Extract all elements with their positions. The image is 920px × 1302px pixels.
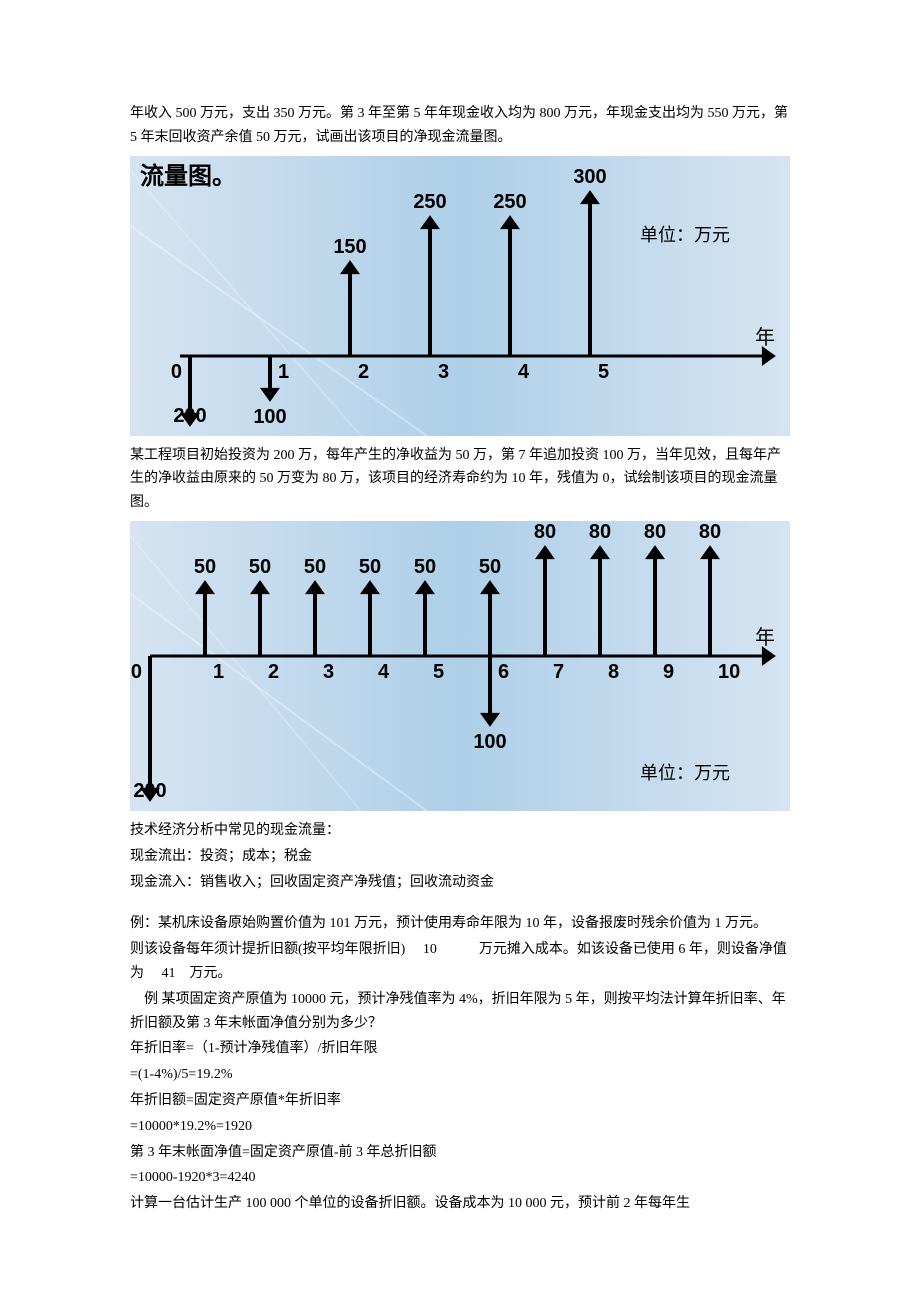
svg-text:8: 8: [608, 661, 619, 683]
svg-text:150: 150: [333, 236, 366, 258]
svg-text:5: 5: [433, 661, 444, 683]
svg-text:1: 1: [278, 361, 289, 383]
calc-line-2: =(1-4%)/5=19.2%: [130, 1063, 790, 1087]
calc-line-4: =10000*19.2%=1920: [130, 1115, 790, 1139]
svg-text:0: 0: [131, 661, 142, 683]
trailing-line: 计算一台估计生产 100 000 个单位的设备折旧额。设备成本为 10 000 …: [130, 1192, 790, 1216]
svg-text:6: 6: [498, 661, 509, 683]
example2-p1: 例 某项固定资产原值为 10000 元，预计净残值率为 4%，折旧年限为 5 年…: [130, 988, 790, 1036]
svg-text:80: 80: [699, 521, 721, 543]
svg-text:单位：万元: 单位：万元: [640, 763, 730, 783]
calc-line-3: 年折旧额=固定资产原值*年折旧率: [130, 1089, 790, 1113]
svg-text:100: 100: [253, 406, 286, 428]
svg-text:2: 2: [358, 361, 369, 383]
svg-text:50: 50: [249, 556, 271, 578]
svg-text:80: 80: [644, 521, 666, 543]
cashflow-out: 现金流出：投资；成本；税金: [130, 845, 790, 869]
chart1-svg: 流量图。单位：万元年 0 1 2 3 4 5 200 100 150 250 250 300: [130, 156, 790, 436]
svg-text:3: 3: [438, 361, 449, 383]
svg-text:2: 2: [268, 661, 279, 683]
svg-text:10: 10: [718, 661, 740, 683]
svg-text:9: 9: [663, 661, 674, 683]
cashflow-header: 技术经济分析中常见的现金流量：: [130, 819, 790, 843]
svg-text:0: 0: [171, 361, 182, 383]
svg-text:200: 200: [133, 780, 166, 802]
example1-p2: 则该设备每年须计提折旧额(按平均年限折旧) 10 万元摊入成本。如该设备已使用 …: [130, 938, 790, 986]
svg-text:50: 50: [194, 556, 216, 578]
svg-text:300: 300: [573, 166, 606, 188]
calc-line-1: 年折旧率=（1-预计净残值率）/折旧年限: [130, 1037, 790, 1061]
intro-paragraph-1: 年收入 500 万元，支出 350 万元。第 3 年至第 5 年年现金收入均为 …: [130, 102, 790, 150]
svg-text:4: 4: [378, 661, 390, 683]
svg-text:50: 50: [304, 556, 326, 578]
cashflow-in: 现金流入：销售收入；回收固定资产净残值；回收流动资金: [130, 871, 790, 895]
svg-text:7: 7: [553, 661, 564, 683]
svg-text:250: 250: [493, 191, 526, 213]
svg-text:80: 80: [534, 521, 556, 543]
svg-text:年: 年: [755, 326, 775, 349]
intro-paragraph-2: 某工程项目初始投资为 200 万，每年产生的净收益为 50 万，第 7 年追加投…: [130, 444, 790, 515]
calc-line-5: 第 3 年末帐面净值=固定资产原值-前 3 年总折旧额: [130, 1141, 790, 1165]
calc-line-6: =10000-1920*3=4240: [130, 1166, 790, 1190]
svg-text:250: 250: [413, 191, 446, 213]
svg-text:50: 50: [414, 556, 436, 578]
svg-text:50: 50: [359, 556, 381, 578]
chart2-svg: 单位：万元 年 0 1 2 3 4 5 6 7 8 9 10 200 50 50 50 50 50 50 100 80 80…: [130, 521, 790, 811]
svg-text:200: 200: [173, 405, 206, 427]
svg-text:4: 4: [518, 361, 530, 383]
svg-text:1: 1: [213, 661, 224, 683]
svg-text:单位：万元: 单位：万元: [640, 225, 730, 245]
svg-text:100: 100: [473, 731, 506, 753]
svg-text:年: 年: [755, 626, 775, 649]
svg-text:流量图。: 流量图。: [140, 163, 236, 190]
svg-text:50: 50: [479, 556, 501, 578]
svg-text:3: 3: [323, 661, 334, 683]
svg-text:80: 80: [589, 521, 611, 543]
example1-p1: 例：某机床设备原始购置价值为 101 万元，预计使用寿命年限为 10 年，设备报…: [130, 912, 790, 936]
cashflow-chart-2: 单位：万元 年 0 1 2 3 4 5 6 7 8 9 10 200 50 50 50 50 50 50 100 80 80…: [130, 521, 790, 811]
svg-text:5: 5: [598, 361, 609, 383]
cashflow-chart-1: 流量图。单位：万元年 0 1 2 3 4 5 200 100 150 250 250 300: [130, 156, 790, 436]
